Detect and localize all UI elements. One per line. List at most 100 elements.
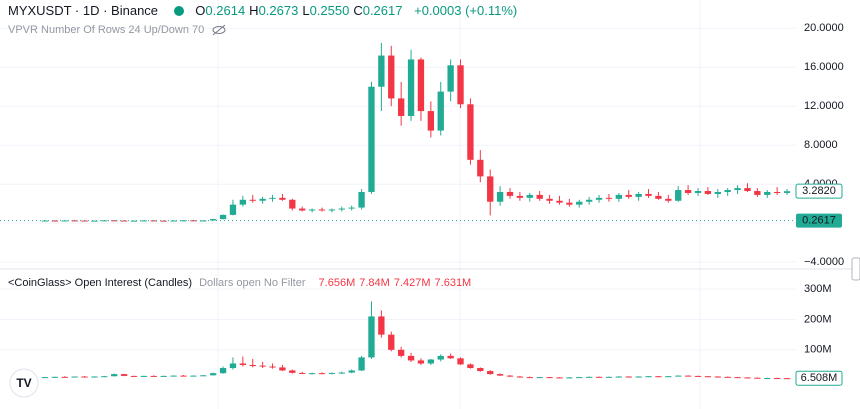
candle-body — [704, 191, 712, 194]
candle-body — [477, 159, 484, 177]
candle-body — [595, 197, 603, 200]
candle-body — [348, 207, 355, 209]
candle-body — [160, 220, 167, 222]
status-dot — [173, 6, 184, 16]
candle-body — [773, 377, 781, 379]
candle-body — [318, 373, 326, 375]
candle-body — [417, 360, 425, 364]
candle-body — [605, 376, 613, 378]
candle-body — [496, 374, 504, 376]
candle-body — [308, 209, 316, 211]
candle-body — [635, 193, 642, 197]
candle-body — [566, 202, 573, 205]
oi-values: 7.656M 7.84M 7.427M 7.631M — [319, 277, 476, 289]
eye-icon[interactable] — [211, 24, 227, 36]
candle-body — [536, 377, 543, 379]
candle-body — [200, 375, 207, 377]
candle-body — [407, 355, 415, 361]
candle-body — [764, 191, 771, 195]
oi-subtitle: Dollars open No Filter — [199, 277, 306, 289]
candle-body — [754, 191, 761, 195]
candle-body — [427, 359, 435, 364]
legend-key: L — [302, 3, 310, 18]
legend-value: 7.427M — [393, 277, 431, 289]
candle-body — [130, 220, 138, 222]
candle-body — [506, 191, 514, 196]
candle-body — [427, 111, 435, 131]
candle-body — [615, 194, 623, 199]
candle-body — [338, 208, 345, 210]
indicator-name: VPVR Number Of Rows 24 Up/Down 70 — [8, 24, 205, 36]
pane-toggle[interactable] — [851, 257, 860, 281]
candle-body — [140, 220, 148, 222]
candle-body — [338, 372, 345, 374]
candle-body — [150, 220, 157, 222]
candle-body — [140, 375, 148, 377]
last-value-box — [795, 183, 843, 199]
candle-body — [219, 214, 227, 220]
candle-body — [773, 191, 781, 193]
candle-body — [684, 375, 692, 377]
legend-value: 0.2550 — [309, 3, 350, 18]
candle-body — [219, 368, 227, 374]
candle-body — [665, 376, 672, 378]
candle-body — [615, 376, 623, 378]
candle-body — [160, 375, 167, 377]
candle-body — [269, 197, 276, 199]
price-label: 0.2617 — [802, 215, 836, 227]
candle-body — [101, 376, 108, 378]
indicator-legend: VPVR Number Of Rows 24 Up/Down 70 — [8, 24, 227, 36]
y-tick-label: 16.0000 — [804, 61, 844, 73]
candle-body — [130, 375, 138, 377]
candle-body — [744, 188, 751, 192]
last-value-label: 3.2820 — [802, 185, 836, 197]
candle-body — [200, 220, 207, 222]
y-tick-label: 12.0000 — [804, 100, 844, 112]
candle-body — [526, 194, 533, 198]
candle-body — [308, 373, 316, 375]
candle-body — [120, 374, 128, 376]
tv-logo: TV — [9, 368, 39, 398]
candle-body — [576, 377, 583, 379]
candle-body — [41, 377, 49, 379]
candle-body — [625, 194, 632, 197]
candle-body — [397, 349, 405, 356]
candle-body — [675, 190, 682, 201]
candle-body — [229, 204, 237, 215]
symbol-title: MYXUSDT · 1D · Binance — [8, 3, 159, 18]
y-tick-label: −4.0000 — [804, 256, 844, 268]
candle-body — [516, 195, 524, 198]
candle-body — [279, 197, 286, 200]
candle-body — [279, 367, 286, 371]
header: MYXUSDT · 1D · Binance O0.2614 H0.2673 L0.… — [8, 3, 521, 18]
candle-body — [655, 376, 662, 378]
candle-body — [546, 377, 553, 379]
candle-body — [744, 377, 751, 379]
candle-body — [526, 377, 533, 379]
candle-body — [457, 358, 464, 365]
candle-body — [170, 220, 177, 222]
candle-body — [51, 376, 59, 378]
candle-body — [299, 372, 306, 374]
ohlc-legend: O0.2614 H0.2673 L0.2550 C0.2617 — [195, 3, 406, 18]
candle-body — [368, 86, 375, 192]
candle-body — [714, 376, 721, 378]
legend-value: 0.2614 — [205, 3, 246, 18]
candle-body — [348, 370, 355, 373]
candle-body — [487, 371, 494, 375]
legend-value: 0.2617 — [362, 3, 403, 18]
candle-body — [259, 198, 266, 201]
candle-body — [239, 199, 247, 205]
candle-body — [675, 375, 682, 377]
candle-body — [595, 376, 603, 378]
candle-body — [734, 377, 741, 379]
candle-body — [358, 357, 365, 371]
candle-body — [407, 59, 415, 116]
candle-body — [447, 355, 454, 359]
candle-body — [556, 377, 563, 379]
candle-body — [170, 375, 177, 377]
candle-body — [417, 59, 425, 112]
candle-body — [724, 376, 731, 378]
